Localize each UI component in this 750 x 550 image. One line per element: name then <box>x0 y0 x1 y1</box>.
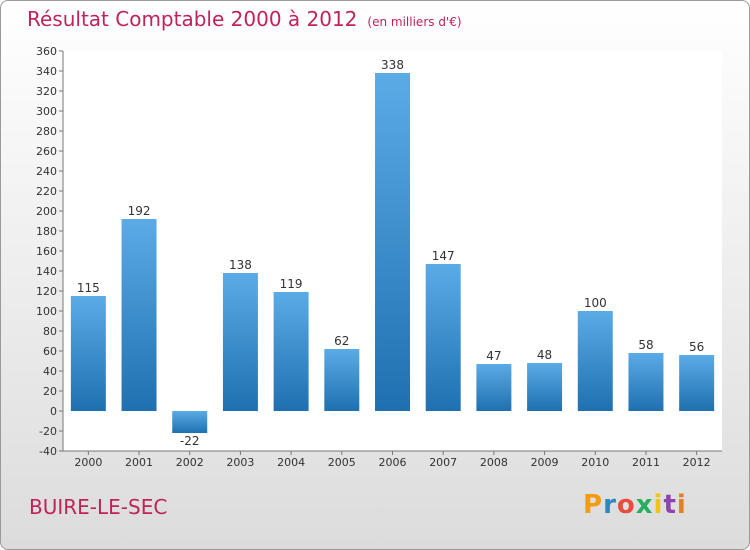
y-tick-label: 60 <box>43 345 57 358</box>
chart-subtitle: (en milliers d'€) <box>367 15 462 29</box>
y-tick-label: 280 <box>36 125 57 138</box>
y-tick-label: 0 <box>50 405 57 418</box>
y-tick-label: 220 <box>36 185 57 198</box>
x-tick-label-2012: 2012 <box>683 456 711 469</box>
bar-2002 <box>172 411 208 433</box>
y-tick-label: 140 <box>36 265 57 278</box>
bar-2003 <box>222 273 258 411</box>
bar-2007 <box>425 264 461 411</box>
x-tick-label-2005: 2005 <box>328 456 356 469</box>
data-label-2001: 192 <box>128 204 151 218</box>
x-tick-label-2000: 2000 <box>74 456 102 469</box>
x-tick-label-2009: 2009 <box>531 456 559 469</box>
x-tick-label-2003: 2003 <box>226 456 254 469</box>
y-tick-label: 360 <box>36 45 57 58</box>
proxiti-logo: Proxiti <box>583 490 687 520</box>
logo-letter: P <box>583 490 604 520</box>
x-tick-label-2004: 2004 <box>277 456 305 469</box>
data-label-2010: 100 <box>584 296 607 310</box>
x-tick-label-2010: 2010 <box>581 456 609 469</box>
y-tick-label: 320 <box>36 85 57 98</box>
bar-2001 <box>121 219 157 411</box>
data-label-2011: 58 <box>638 338 653 352</box>
bar-2008 <box>476 364 512 411</box>
data-label-2007: 147 <box>432 249 455 263</box>
data-label-2006: 338 <box>381 58 404 72</box>
y-tick-label: 180 <box>36 225 57 238</box>
logo-letter: t <box>663 490 677 520</box>
y-tick-label: 80 <box>43 325 57 338</box>
y-tick-label: 260 <box>36 145 57 158</box>
x-tick-label-2001: 2001 <box>125 456 153 469</box>
location-label: BUIRE-LE-SEC <box>29 495 168 519</box>
bar-2011 <box>628 353 664 411</box>
logo-letter: o <box>616 490 636 520</box>
bar-2004 <box>273 292 309 411</box>
logo-letter: r <box>603 490 617 520</box>
bar-2006 <box>375 73 410 411</box>
x-tick-label-2011: 2011 <box>632 456 660 469</box>
y-tick-label: 40 <box>43 365 57 378</box>
x-tick-label-2008: 2008 <box>480 456 508 469</box>
x-tick-label-2007: 2007 <box>429 456 457 469</box>
data-label-2009: 48 <box>537 348 552 362</box>
y-tick-label: 300 <box>36 105 57 118</box>
data-label-2000: 115 <box>77 281 100 295</box>
y-tick-label: 240 <box>36 165 57 178</box>
y-tick-label: 200 <box>36 205 57 218</box>
bar-2012 <box>679 355 715 411</box>
logo-letter: x <box>635 490 654 520</box>
bar-2009 <box>527 363 563 411</box>
y-tick-label: -20 <box>39 425 57 438</box>
chart-title-text: Résultat Comptable 2000 à 2012 <box>27 7 358 31</box>
data-label-2008: 47 <box>486 349 501 363</box>
data-label-2003: 138 <box>229 258 252 272</box>
data-label-2002: -22 <box>180 434 200 448</box>
bar-2010 <box>577 311 613 411</box>
logo-letter: i <box>676 490 687 520</box>
y-tick-label: 100 <box>36 305 57 318</box>
x-tick-label-2002: 2002 <box>176 456 204 469</box>
y-tick-label: 160 <box>36 245 57 258</box>
y-tick-label: 20 <box>43 385 57 398</box>
logo-letter: i <box>653 490 664 520</box>
bar-2005 <box>324 349 360 411</box>
y-tick-label: 120 <box>36 285 57 298</box>
bar-2000 <box>70 296 106 411</box>
data-label-2012: 56 <box>689 340 704 354</box>
x-tick-label-2006: 2006 <box>379 456 407 469</box>
data-label-2005: 62 <box>334 334 349 348</box>
y-tick-label: -40 <box>39 445 57 458</box>
y-tick-label: 340 <box>36 65 57 78</box>
chart-title: Résultat Comptable 2000 à 2012 (en millie… <box>27 7 462 31</box>
data-label-2004: 119 <box>280 277 303 291</box>
